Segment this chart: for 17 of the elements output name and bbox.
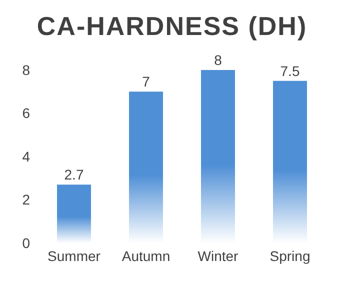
data-label: 2.7 xyxy=(64,166,84,183)
data-label: 7.5 xyxy=(280,62,300,79)
chart-title: CA-HARDNESS (DH) xyxy=(36,10,308,43)
bar xyxy=(57,184,91,243)
x-tick-label: Summer xyxy=(48,248,101,264)
data-label: 7 xyxy=(142,74,150,90)
x-tick-label: Winter xyxy=(198,248,239,264)
y-tick-label: 6 xyxy=(22,105,30,122)
x-tick-label: Spring xyxy=(270,248,310,264)
y-tick-label: 8 xyxy=(22,62,30,78)
data-label: 8 xyxy=(214,52,222,68)
y-tick-label: 2 xyxy=(22,192,30,208)
bar xyxy=(273,80,307,243)
y-tick-label: 4 xyxy=(22,148,30,164)
bar xyxy=(129,92,163,243)
x-tick-label: Autumn xyxy=(122,248,170,264)
y-tick-label: 0 xyxy=(22,234,30,251)
